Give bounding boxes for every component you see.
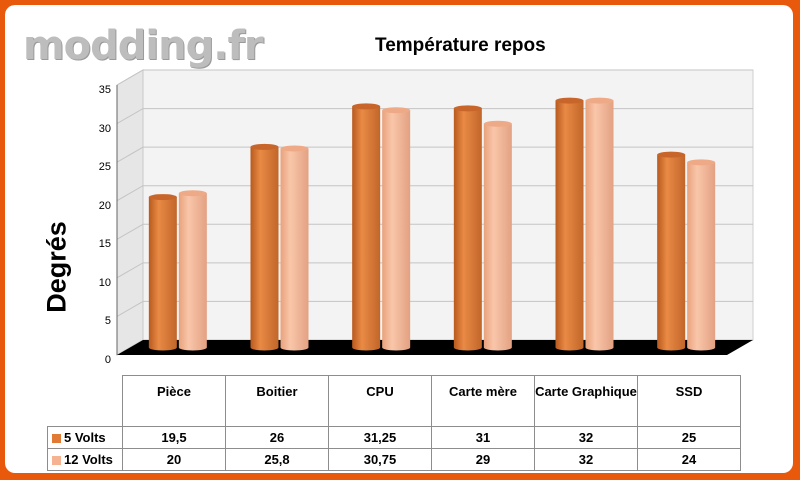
bar-body (483, 123, 512, 351)
bar-body (148, 197, 177, 351)
y-tick-label: 35 (98, 84, 111, 96)
bar-5-volts (453, 105, 482, 351)
bar-5-volts (352, 103, 381, 351)
bar-body (280, 148, 309, 351)
bar-12-volts (280, 145, 309, 351)
bar-top (148, 194, 177, 201)
bar-top (178, 190, 207, 197)
bar-12-volts (483, 120, 512, 351)
table-category: Boitier (225, 375, 329, 427)
gridline (116, 69, 753, 86)
bar-top (555, 97, 584, 104)
legend-label: 5 Volts (64, 430, 106, 445)
bar-top (585, 97, 614, 104)
bar-5-volts (250, 143, 279, 351)
chart-side-wall (116, 69, 144, 356)
bar-top (483, 120, 512, 127)
chart-plot (116, 69, 754, 356)
bar-top (687, 159, 716, 166)
bar-body (657, 154, 686, 351)
table-corner (47, 375, 123, 427)
bar-body (687, 162, 716, 351)
watermark-logo: modding.fr (23, 23, 264, 69)
bar-body (453, 108, 482, 351)
table-category: Pièce (122, 375, 226, 427)
bar-top (657, 151, 686, 158)
legend-label: 12 Volts (64, 452, 113, 467)
y-axis-label: Degrés (41, 221, 72, 313)
bar-body (178, 193, 207, 351)
legend-entry-5v: 5 Volts (47, 426, 123, 449)
table-cell: 24 (637, 448, 741, 471)
bar-12-volts (178, 190, 207, 351)
y-tick-label: 0 (104, 354, 111, 366)
gridline (116, 223, 753, 240)
table-row: 12 Volts 20 25,8 30,75 29 32 24 (47, 448, 741, 471)
data-table: Pièce Boitier CPU Carte mère Carte Graph… (47, 375, 741, 471)
gridline (116, 108, 753, 125)
table-cell: 32 (534, 448, 638, 471)
bar-12-volts (382, 107, 411, 351)
chart-title: Température repos (375, 35, 546, 56)
bar-top (352, 103, 381, 110)
legend-swatch-5v (52, 434, 61, 444)
table-cell: 30,75 (328, 448, 432, 471)
bar-body (382, 110, 411, 351)
bar-5-volts (148, 194, 177, 351)
bar-top (250, 143, 279, 150)
table-row: 5 Volts 19,5 26 31,25 31 32 25 (47, 426, 741, 449)
gridline (116, 185, 753, 202)
bar-body (352, 106, 381, 351)
y-tick-label: 20 (98, 199, 111, 212)
bar-12-volts (585, 97, 614, 351)
y-tick-label: 25 (98, 161, 111, 174)
table-header-row: Pièce Boitier CPU Carte mère Carte Graph… (47, 375, 741, 427)
bar-body (585, 100, 614, 351)
table-cell: 25,8 (225, 448, 329, 471)
y-tick-label: 15 (98, 238, 111, 251)
table-cell: 31,25 (328, 426, 432, 449)
bar-5-volts (555, 97, 584, 351)
bar-body (250, 146, 279, 351)
legend-swatch-12v (52, 456, 61, 466)
table-category: SSD (637, 375, 741, 427)
gridline (116, 146, 753, 163)
bar-body (555, 100, 584, 351)
bar-top (280, 145, 309, 152)
bar-5-volts (657, 151, 686, 351)
bar-12-volts (687, 159, 716, 351)
y-tick-label: 5 (104, 315, 111, 328)
table-cell: 31 (431, 426, 535, 449)
table-cell: 25 (637, 426, 741, 449)
table-category: Carte Graphique (534, 375, 638, 427)
gridline (116, 262, 753, 279)
table-cell: 29 (431, 448, 535, 471)
table-category: Carte mère (431, 375, 535, 427)
bar-top (382, 107, 411, 114)
gridline (116, 300, 753, 317)
table-cell: 32 (534, 426, 638, 449)
chart-panel: modding.fr Température repos Degrés 0 5 10… (5, 5, 793, 473)
bar-top (453, 105, 482, 112)
y-tick-label: 30 (98, 122, 111, 135)
y-tick-label: 10 (98, 276, 111, 289)
table-cell: 26 (225, 426, 329, 449)
table-category: CPU (328, 375, 432, 427)
legend-entry-12v: 12 Volts (47, 448, 123, 471)
table-cell: 19,5 (122, 426, 226, 449)
table-cell: 20 (122, 448, 226, 471)
